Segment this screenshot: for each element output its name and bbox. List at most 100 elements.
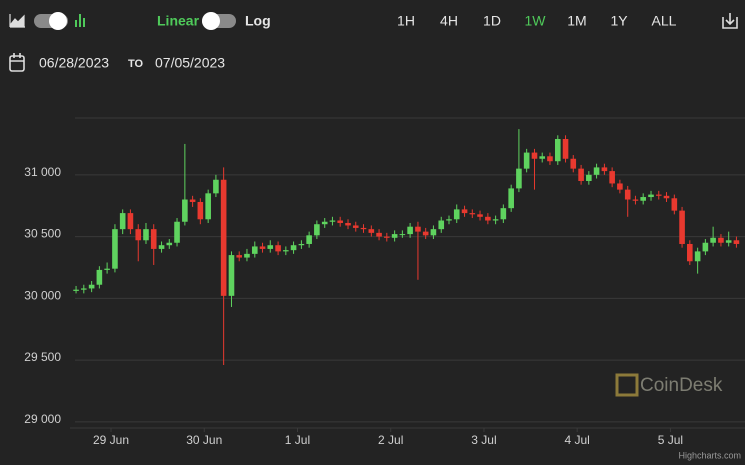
candle-body bbox=[453, 209, 460, 220]
candle bbox=[648, 190, 654, 201]
candle bbox=[593, 163, 600, 179]
candle-body bbox=[407, 226, 413, 235]
x-tick-label: 5 Jul bbox=[658, 433, 683, 447]
candle bbox=[415, 221, 421, 280]
candle-body bbox=[213, 179, 219, 194]
candle-body bbox=[104, 268, 110, 270]
candle-body bbox=[430, 229, 437, 236]
candle-body bbox=[127, 213, 134, 230]
watermark-text: CoinDesk bbox=[640, 375, 723, 396]
candle bbox=[205, 189, 211, 223]
candle-body bbox=[80, 288, 87, 290]
candle bbox=[461, 205, 468, 217]
bars-icon[interactable] bbox=[75, 14, 85, 27]
candle-body bbox=[244, 253, 250, 258]
range-button[interactable]: 1D bbox=[483, 13, 501, 29]
candle-body bbox=[135, 229, 142, 241]
candle bbox=[407, 222, 413, 238]
x-tick-label: 4 Jul bbox=[565, 433, 590, 447]
candle bbox=[687, 240, 693, 265]
candle bbox=[492, 215, 499, 225]
range-button[interactable]: 1H bbox=[397, 13, 415, 29]
y-tick-label: 30 500 bbox=[24, 227, 61, 241]
candle bbox=[283, 246, 289, 256]
candle bbox=[104, 262, 110, 274]
range-button[interactable]: 1Y bbox=[610, 13, 628, 29]
candle-body bbox=[267, 245, 274, 249]
candle bbox=[189, 195, 196, 207]
scale-linear[interactable]: Linear bbox=[157, 13, 200, 29]
candle bbox=[632, 195, 639, 205]
candle-body bbox=[485, 216, 491, 221]
candle bbox=[624, 185, 631, 217]
candle bbox=[640, 193, 646, 205]
candle-body bbox=[632, 199, 639, 201]
range-button[interactable]: 1M bbox=[567, 13, 586, 29]
candle-body bbox=[687, 243, 693, 262]
watermark: CoinDesk bbox=[615, 373, 723, 397]
candle bbox=[554, 135, 561, 165]
candle-body bbox=[352, 225, 359, 228]
candle bbox=[570, 155, 577, 173]
candle bbox=[228, 251, 235, 307]
candle bbox=[469, 209, 476, 219]
candle-body bbox=[399, 234, 406, 236]
candle bbox=[516, 129, 522, 193]
candle-body bbox=[671, 198, 678, 211]
date-end[interactable]: 07/05/2023 bbox=[155, 55, 225, 71]
x-tick-label: 30 Jun bbox=[186, 433, 222, 447]
candle-body bbox=[119, 213, 126, 230]
area-icon[interactable] bbox=[9, 14, 25, 28]
candle bbox=[547, 152, 553, 165]
candle-body bbox=[415, 226, 421, 232]
date-start[interactable]: 06/28/2023 bbox=[39, 55, 109, 71]
date-separator: TO bbox=[128, 58, 144, 70]
calendar-icon[interactable] bbox=[9, 53, 25, 72]
candle-body bbox=[531, 152, 538, 159]
candle bbox=[345, 219, 351, 230]
y-tick-label: 30 000 bbox=[24, 288, 61, 302]
candle bbox=[135, 224, 142, 262]
candle-body bbox=[112, 229, 118, 269]
x-tick-label: 3 Jul bbox=[471, 433, 496, 447]
scale-toggle[interactable] bbox=[202, 12, 236, 30]
candle bbox=[314, 220, 320, 240]
candle-body bbox=[259, 246, 266, 249]
range-button[interactable]: 4H bbox=[440, 13, 458, 29]
candle-body bbox=[166, 242, 173, 246]
candle-body bbox=[298, 243, 305, 246]
candle-body bbox=[601, 167, 608, 172]
download-icon[interactable] bbox=[722, 13, 738, 29]
range-button[interactable]: 1W bbox=[525, 13, 547, 29]
candle-body bbox=[679, 210, 685, 244]
candle-body bbox=[438, 220, 445, 230]
credits[interactable]: Highcharts.com bbox=[678, 450, 741, 460]
candle-body bbox=[593, 167, 600, 175]
chart-type-toggle[interactable] bbox=[34, 12, 68, 30]
candle bbox=[422, 227, 429, 240]
y-tick-label: 31 000 bbox=[24, 165, 61, 179]
candle-body bbox=[422, 231, 429, 236]
candle bbox=[679, 206, 685, 248]
candle-body bbox=[174, 221, 180, 243]
candle bbox=[306, 231, 312, 248]
candle-body bbox=[725, 240, 732, 243]
candle bbox=[267, 240, 274, 253]
candle bbox=[485, 213, 491, 225]
candle-body bbox=[306, 235, 312, 244]
candle bbox=[539, 152, 546, 163]
candle-body bbox=[182, 199, 188, 222]
candle bbox=[337, 216, 343, 227]
candle-body bbox=[150, 229, 157, 249]
scale-log[interactable]: Log bbox=[245, 13, 271, 29]
candle-body bbox=[314, 224, 320, 236]
candle bbox=[578, 164, 584, 185]
candle-body bbox=[384, 236, 390, 238]
candle-body bbox=[609, 171, 615, 184]
candle bbox=[251, 241, 258, 258]
candle-body bbox=[283, 250, 289, 252]
candle-body bbox=[516, 168, 522, 189]
range-button[interactable]: ALL bbox=[652, 13, 677, 29]
candle bbox=[220, 167, 227, 366]
